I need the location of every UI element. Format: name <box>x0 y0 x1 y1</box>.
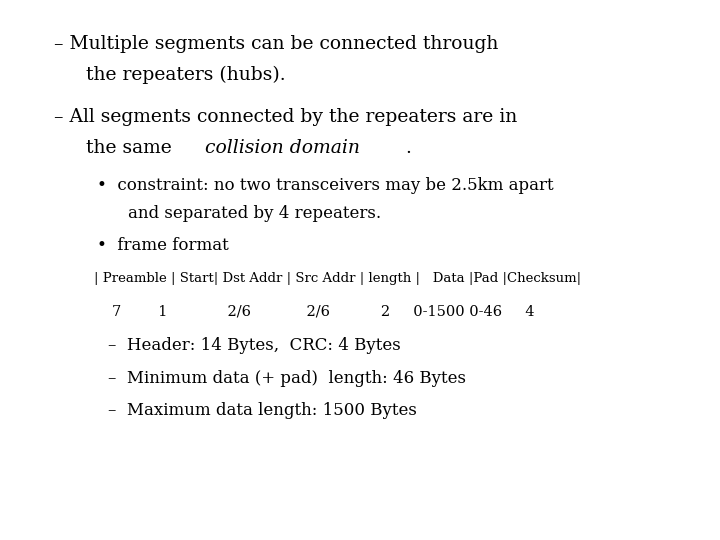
Text: –  Maximum data length: 1500 Bytes: – Maximum data length: 1500 Bytes <box>108 402 417 419</box>
Text: •  frame format: • frame format <box>97 237 229 253</box>
Text: •  constraint: no two transceivers may be 2.5km apart: • constraint: no two transceivers may be… <box>97 177 554 194</box>
Text: the same: the same <box>86 139 178 157</box>
Text: 7        1             2/6            2/6           2     0-1500 0-46     4: 7 1 2/6 2/6 2 0-1500 0-46 4 <box>112 304 534 318</box>
Text: – Multiple segments can be connected through: – Multiple segments can be connected thr… <box>54 35 498 53</box>
Text: and separated by 4 repeaters.: and separated by 4 repeaters. <box>128 205 382 222</box>
Text: – All segments connected by the repeaters are in: – All segments connected by the repeater… <box>54 108 517 126</box>
Text: collision domain: collision domain <box>204 139 360 157</box>
Text: –  Minimum data (+ pad)  length: 46 Bytes: – Minimum data (+ pad) length: 46 Bytes <box>108 370 466 387</box>
Text: .: . <box>405 139 410 157</box>
Text: | Preamble | Start| Dst Addr | Src Addr | length |   Data |Pad |Checksum|: | Preamble | Start| Dst Addr | Src Addr … <box>94 272 581 285</box>
Text: the repeaters (hubs).: the repeaters (hubs). <box>86 66 286 84</box>
Text: –  Header: 14 Bytes,  CRC: 4 Bytes: – Header: 14 Bytes, CRC: 4 Bytes <box>108 338 401 354</box>
